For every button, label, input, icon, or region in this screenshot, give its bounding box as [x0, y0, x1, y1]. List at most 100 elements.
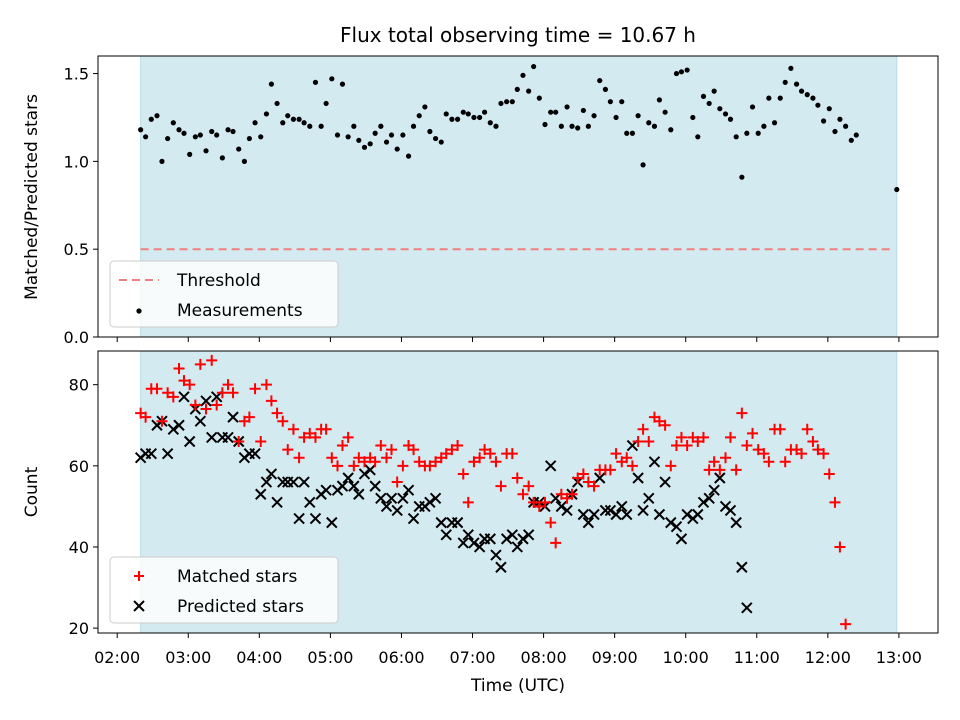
predicted-marker	[621, 508, 633, 521]
measurement-point	[651, 123, 658, 129]
measurement-point	[782, 79, 788, 85]
predicted-marker	[703, 492, 715, 504]
matched-marker	[440, 448, 452, 460]
matched-marker	[588, 480, 600, 492]
matched-marker	[730, 464, 742, 476]
matched-marker	[801, 423, 813, 435]
top-y-tick-label: 1.5	[64, 65, 89, 84]
predicted-marker	[500, 533, 513, 545]
predicted-marker	[178, 391, 190, 403]
matched-marker	[779, 456, 791, 468]
bottom-y-tick-label: 60	[69, 457, 89, 476]
matched-marker	[517, 488, 529, 500]
matched-marker	[265, 395, 277, 407]
measurement-point	[733, 134, 739, 140]
matched-marker	[692, 435, 704, 447]
measurement-point	[410, 123, 417, 129]
matched-marker	[566, 488, 578, 500]
measurement-point	[197, 132, 203, 138]
measurement-point	[219, 155, 225, 161]
measurement-point	[345, 134, 351, 140]
predicted-marker	[692, 508, 704, 521]
predicted-marker	[265, 468, 278, 480]
measurement-point	[481, 109, 488, 115]
measurement-point	[422, 104, 428, 110]
measurement-point	[339, 81, 346, 87]
measurement-point	[673, 70, 680, 77]
measurement-point	[607, 99, 613, 105]
measurement-point	[793, 81, 800, 87]
measurement-point	[280, 120, 286, 126]
predicted-marker	[462, 529, 474, 541]
matched-marker	[156, 415, 168, 427]
matched-marker	[632, 435, 644, 447]
matched-marker	[178, 375, 190, 387]
predicted-marker	[342, 472, 354, 484]
measurement-point	[438, 139, 444, 145]
predicted-marker	[200, 395, 212, 407]
matched-marker	[758, 448, 770, 460]
measurement-point	[810, 95, 816, 101]
measurement-point	[143, 134, 149, 140]
measurement-point	[853, 132, 859, 138]
measurement-point	[531, 63, 537, 70]
measurement-point	[826, 106, 832, 112]
matched-marker	[708, 456, 720, 468]
measurement-point	[843, 123, 849, 129]
measurement-point	[832, 128, 838, 135]
predicted-marker	[407, 512, 420, 525]
x-tick-label: 08:00	[521, 648, 567, 667]
measurement-point	[214, 132, 220, 138]
measurement-point	[290, 116, 297, 122]
measurement-point	[526, 88, 532, 94]
bottom-y-tick-label: 40	[69, 538, 89, 557]
predicted-marker	[594, 472, 606, 484]
predicted-marker	[380, 500, 393, 513]
matched-marker	[227, 387, 239, 399]
x-tick-label: 09:00	[592, 648, 638, 667]
matched-marker	[358, 456, 370, 468]
measurement-point	[246, 135, 252, 142]
measurement-point	[432, 135, 439, 142]
measurement-point	[558, 123, 564, 129]
bottom-y-tick-label: 20	[69, 619, 89, 638]
predicted-marker	[588, 508, 600, 521]
matched-marker	[211, 399, 223, 411]
matched-marker	[675, 431, 687, 443]
matched-marker	[287, 423, 299, 435]
matched-marker	[271, 407, 283, 419]
measurement-point	[203, 148, 209, 154]
matched-marker	[446, 444, 458, 456]
matched-marker	[763, 456, 775, 468]
matched-marker	[539, 496, 551, 508]
matched-marker	[703, 464, 715, 476]
measurement-point	[766, 95, 772, 101]
measurement-point	[312, 79, 319, 85]
predicted-marker	[577, 508, 590, 521]
predicted-marker	[369, 480, 381, 492]
predicted-marker	[298, 476, 310, 488]
measurement-point	[690, 114, 696, 121]
legend-entry-label: Matched stars	[177, 567, 297, 587]
predicted-marker	[309, 512, 322, 525]
measurement-point	[268, 81, 275, 87]
measurement-point	[656, 97, 663, 103]
measurement-point	[564, 104, 570, 110]
measurement-point	[662, 109, 668, 115]
predicted-marker	[495, 561, 507, 573]
matched-marker	[659, 419, 671, 431]
matched-marker	[200, 403, 212, 415]
measurement-point	[394, 146, 400, 152]
measurement-point	[706, 100, 712, 107]
measurement-point	[454, 116, 461, 122]
predicted-marker	[435, 516, 447, 529]
measurement-point	[241, 158, 247, 164]
predicted-marker	[604, 504, 617, 517]
measurement-point	[465, 111, 471, 117]
matched-marker	[807, 435, 819, 447]
matched-marker	[468, 456, 480, 468]
predicted-marker	[440, 529, 452, 541]
predicted-marker	[544, 460, 557, 472]
measurement-point	[416, 113, 422, 119]
matched-marker	[474, 452, 486, 464]
